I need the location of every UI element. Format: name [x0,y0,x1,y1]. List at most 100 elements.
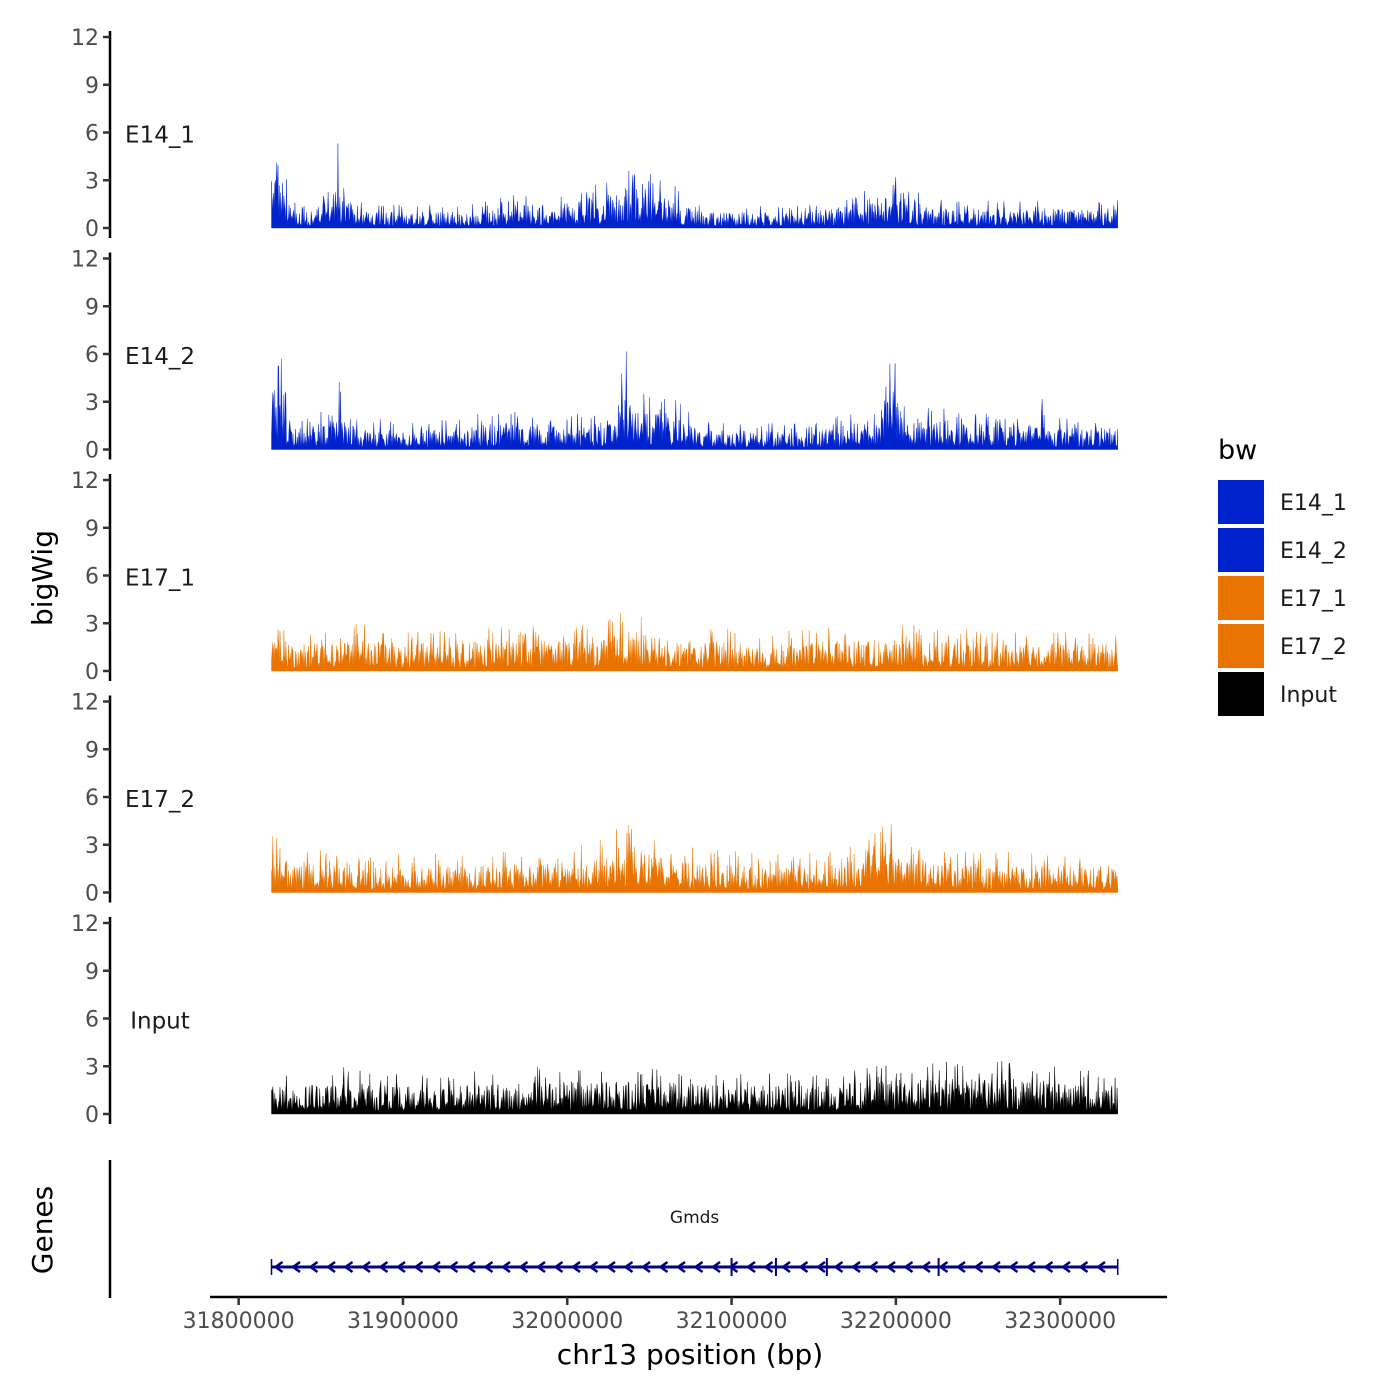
y-tick-label: 12 [71,248,99,273]
strand-arrow [378,1260,389,1274]
strand-arrow [903,1260,914,1274]
x-axis-title: chr13 position (bp) [557,1338,823,1371]
y-tick-label: 0 [85,660,99,685]
legend-entry-e14_1: E14_1 [1218,480,1347,524]
strand-arrow [570,1260,581,1274]
genes-panel: Gmds [108,1160,1119,1298]
legend-entry-input: Input [1218,672,1337,716]
y-tick-label: 3 [85,1055,99,1080]
y-tick-label: 9 [85,738,99,763]
legend-label: E17_2 [1280,635,1347,660]
y-tick-label: 3 [85,612,99,637]
legend-title: bw [1218,435,1257,466]
track-e17_1: 0 3 6 9 12 E17_1 [71,469,1118,685]
strand-arrow [588,1260,599,1274]
x-tick-label: 32300000 [1004,1309,1116,1334]
coverage-tracks: 0 3 6 9 12 E14_1 0 3 6 9 12 E14_2 0 3 6 9 12 E17_1 0 3 6 9 12 E… [71,26,1118,1128]
strand-arrow [605,1260,616,1274]
track-input: 0 3 6 9 12 Input [71,912,1118,1128]
strand-arrow [1008,1260,1019,1274]
legend-swatch [1218,528,1264,572]
track-e14_2: 0 3 6 9 12 E14_2 [71,248,1118,464]
strand-arrow [430,1260,441,1274]
strand-arrow [780,1260,791,1274]
y-tick-label: 9 [85,517,99,542]
strand-arrow [623,1260,634,1274]
strand-arrow [658,1260,669,1274]
strand-arrow [360,1260,371,1274]
y-tick-label: 12 [71,26,99,51]
gene-gmds: Gmds [270,1208,1119,1276]
strand-arrow [675,1260,686,1274]
strand-arrow [710,1260,721,1274]
gene-label: Gmds [670,1208,720,1228]
legend: bw E14_1 E14_2 E17_1 E17_2 Input [1218,435,1347,716]
strand-arrow [1043,1260,1054,1274]
strand-arrow [955,1260,966,1274]
strand-arrow [850,1260,861,1274]
track-label: E17_2 [125,787,195,813]
y-tick-label: 3 [85,391,99,416]
strand-arrow [273,1260,284,1274]
x-tick-label: 32200000 [840,1309,952,1334]
strand-arrow [728,1260,739,1274]
legend-label: E14_2 [1280,539,1347,564]
y-tick-label: 9 [85,960,99,985]
x-tick-label: 32100000 [676,1309,788,1334]
strand-arrow [343,1260,354,1274]
track-label: E14_1 [125,123,195,149]
strand-arrow [833,1260,844,1274]
strand-arrow [448,1260,459,1274]
strand-arrow [500,1260,511,1274]
strand-arrow [413,1260,424,1274]
y-tick-label: 3 [85,834,99,859]
y-tick-label: 0 [85,217,99,242]
strand-arrow [395,1260,406,1274]
strand-arrow [798,1260,809,1274]
strand-arrow [483,1260,494,1274]
y-tick-label: 3 [85,169,99,194]
strand-arrow [990,1260,1001,1274]
y-tick-label: 0 [85,1103,99,1128]
x-axis: 31800000 31900000 32000000 32100000 32200000… [183,1295,1167,1334]
strand-arrow [640,1260,651,1274]
y-tick-label: 6 [85,1008,99,1033]
y-tick-label: 12 [71,912,99,937]
legend-swatch [1218,480,1264,524]
y-tick-label: 9 [85,295,99,320]
legend-entry-e14_2: E14_2 [1218,528,1347,572]
track-e14_1: 0 3 6 9 12 E14_1 [71,26,1118,242]
strand-arrow [868,1260,879,1274]
y-tick-label: 6 [85,122,99,147]
y-tick-label: 6 [85,786,99,811]
strand-arrow [763,1260,774,1274]
strand-arrow [290,1260,301,1274]
strand-arrow [535,1260,546,1274]
y-axis-title: bigWig [26,530,59,626]
y-tick-label: 12 [71,469,99,494]
strand-arrow [938,1260,949,1274]
strand-arrow [815,1260,826,1274]
strand-arrow [745,1260,756,1274]
legend-swatch [1218,672,1264,716]
strand-arrow [325,1260,336,1274]
strand-arrow [1060,1260,1071,1274]
legend-label: E17_1 [1280,587,1347,612]
strand-arrow [465,1260,476,1274]
y-tick-label: 6 [85,343,99,368]
strand-arrow [518,1260,529,1274]
legend-entry-e17_1: E17_1 [1218,576,1347,620]
legend-entry-e17_2: E17_2 [1218,624,1347,668]
signal-area-e14_1 [271,143,1118,229]
strand-arrow [693,1260,704,1274]
track-label: Input [130,1009,190,1035]
y-tick-label: 12 [71,691,99,716]
track-e17_2: 0 3 6 9 12 E17_2 [71,691,1118,907]
strand-arrow [308,1260,319,1274]
strand-arrow [885,1260,896,1274]
x-tick-label: 31900000 [347,1309,459,1334]
y-tick-label: 6 [85,565,99,590]
legend-swatch [1218,576,1264,620]
y-tick-label: 9 [85,74,99,99]
strand-arrow [973,1260,984,1274]
